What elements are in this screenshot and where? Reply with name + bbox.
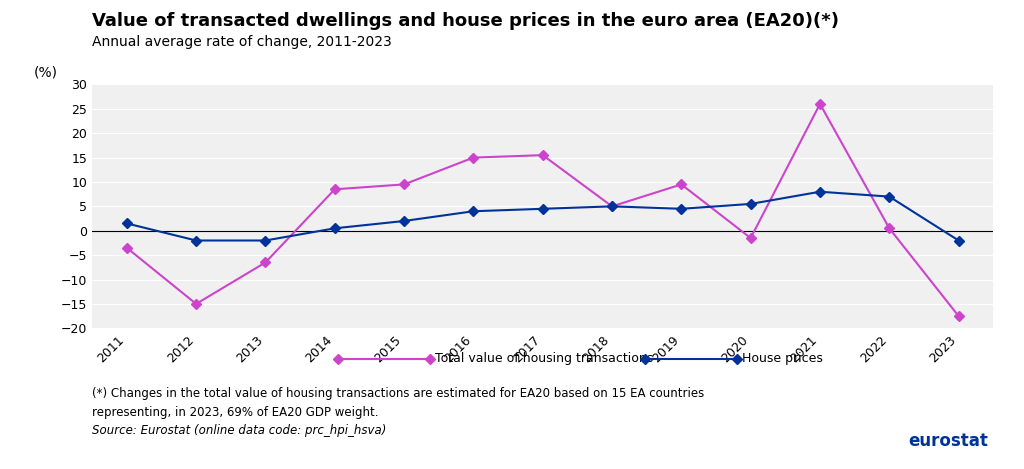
House prices — [675, 206, 687, 212]
Text: ★: ★ — [997, 438, 1007, 448]
Total value of housing transactions — [259, 260, 271, 265]
Line: Total value of housing transactions: Total value of housing transactions — [123, 100, 963, 319]
Total value of housing transactions — [814, 101, 826, 107]
House prices — [190, 238, 203, 243]
House prices — [398, 218, 411, 224]
Text: (*) Changes in the total value of housing transactions are estimated for EA20 ba: (*) Changes in the total value of housin… — [92, 387, 705, 400]
House prices — [883, 194, 895, 199]
Total value of housing transactions — [952, 313, 965, 319]
Text: Value of transacted dwellings and house prices in the euro area (EA20)(*): Value of transacted dwellings and house … — [92, 12, 839, 30]
Total value of housing transactions — [883, 226, 895, 231]
House prices — [744, 201, 757, 207]
Total value of housing transactions — [537, 152, 549, 158]
Total value of housing transactions — [190, 301, 203, 307]
House prices — [537, 206, 549, 212]
Total value of housing transactions — [398, 182, 411, 187]
Total value of housing transactions — [606, 204, 618, 209]
Total value of housing transactions — [744, 235, 757, 241]
Text: Annual average rate of change, 2011-2023: Annual average rate of change, 2011-2023 — [92, 35, 392, 49]
House prices — [121, 220, 133, 226]
House prices — [606, 204, 618, 209]
Text: House prices: House prices — [742, 352, 823, 365]
House prices — [467, 208, 479, 214]
Total value of housing transactions — [467, 155, 479, 160]
Text: Source: Eurostat (online data code: prc_hpi_hsva): Source: Eurostat (online data code: prc_… — [92, 424, 386, 438]
Text: (%): (%) — [34, 66, 57, 80]
House prices — [814, 189, 826, 195]
Text: eurostat: eurostat — [908, 432, 988, 450]
Text: Total value of housing transactions: Total value of housing transactions — [435, 352, 653, 365]
Total value of housing transactions — [675, 182, 687, 187]
House prices — [329, 226, 341, 231]
Total value of housing transactions — [121, 245, 133, 250]
Text: representing, in 2023, 69% of EA20 GDP weight.: representing, in 2023, 69% of EA20 GDP w… — [92, 406, 379, 419]
House prices — [952, 238, 965, 243]
Total value of housing transactions — [329, 187, 341, 192]
Line: House prices: House prices — [123, 188, 963, 244]
House prices — [259, 238, 271, 243]
